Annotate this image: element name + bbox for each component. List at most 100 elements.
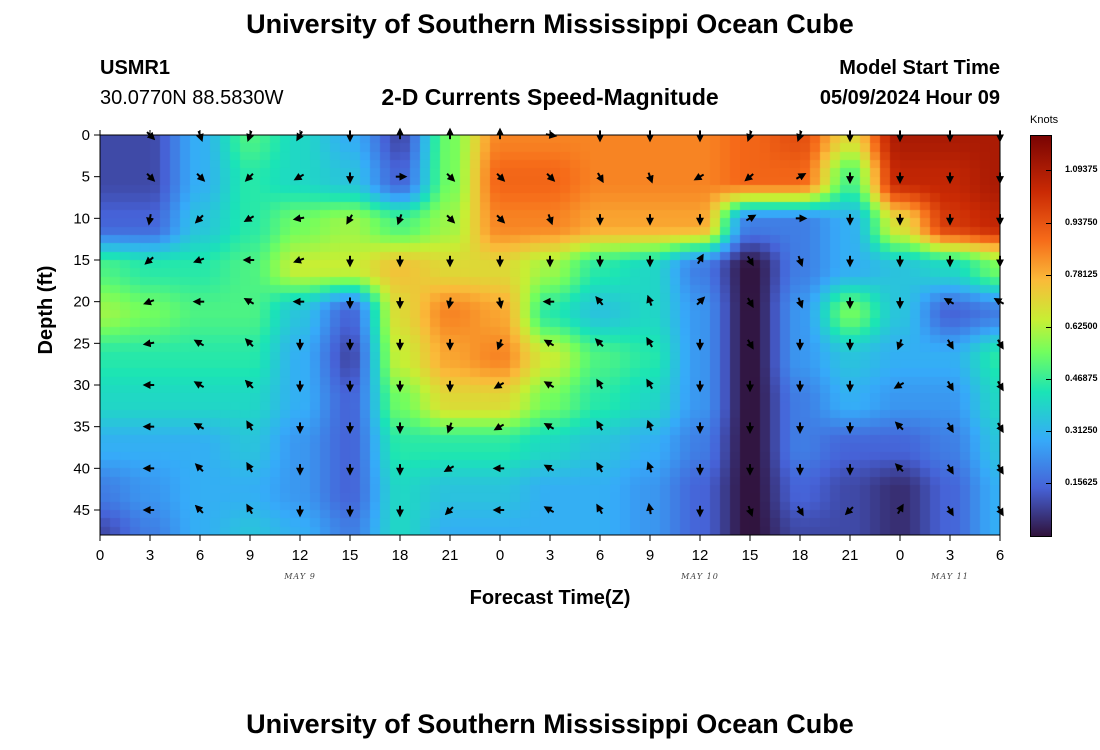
current-arrow (796, 505, 804, 517)
current-arrow (596, 172, 604, 184)
current-arrow (894, 463, 904, 473)
current-arrow (496, 214, 506, 224)
current-arrow (543, 381, 555, 389)
current-arrow (146, 214, 155, 226)
current-arrow (696, 296, 706, 306)
current-arrow (546, 172, 556, 182)
x-tick-label: 6 (996, 547, 1004, 564)
current-arrow (444, 506, 454, 516)
current-arrow (646, 378, 654, 390)
current-arrow (146, 172, 156, 182)
current-arrow (142, 339, 155, 348)
current-arrow (194, 463, 204, 473)
x-tick-label: 3 (946, 547, 954, 564)
x-tick-label: 12 (292, 547, 309, 564)
colorbar-gradient (1030, 135, 1052, 537)
current-arrow (745, 214, 757, 223)
current-arrow (196, 172, 206, 182)
colorbar-tick-label: 0.15625 (1065, 476, 1098, 487)
y-tick-label: 45 (73, 502, 90, 519)
current-arrow (844, 506, 854, 516)
y-axis-label: Depth (ft) (35, 266, 57, 355)
current-arrow (443, 464, 455, 473)
current-arrow (595, 295, 604, 306)
current-arrow (244, 172, 254, 182)
x-axis-ticks: 0 3 6 9 12 15 18 21 0 3 6 9 12 15 18 21 0 3 6 (96, 130, 1004, 564)
current-arrow (446, 422, 454, 434)
y-tick-label: 0 (82, 127, 90, 144)
x-tick-label: 15 (342, 547, 359, 564)
x-tick-label: 9 (646, 547, 654, 564)
current-arrow (646, 294, 654, 306)
model-start-time: 05/09/2024 Hour 09 (819, 87, 1000, 109)
current-arrow (596, 420, 604, 431)
current-arrow (596, 378, 604, 390)
colorbar-tick-mark (1046, 378, 1051, 380)
current-arrow (243, 297, 255, 306)
current-arrow (144, 256, 154, 265)
x-tick-label: 0 (896, 547, 904, 564)
x-tick-label: 6 (196, 547, 204, 564)
current-arrow (543, 464, 555, 473)
current-arrow (746, 297, 754, 309)
x-tick-label: 18 (392, 547, 409, 564)
current-arrow (446, 214, 456, 224)
current-arrow (893, 381, 905, 389)
current-arrow (646, 172, 654, 184)
current-arrow (346, 214, 354, 225)
x-tick-label: 21 (442, 547, 459, 564)
station-coordinates: 30.0770N 88.5830W (100, 87, 284, 109)
current-arrow (646, 336, 654, 348)
current-arrow (946, 505, 954, 517)
current-arrow (246, 503, 254, 515)
current-arrow (546, 214, 554, 226)
current-arrow (194, 504, 204, 514)
current-arrow (896, 503, 904, 515)
current-arrow (646, 461, 654, 473)
current-arrow (543, 339, 555, 348)
colorbar-tick-mark (1046, 274, 1051, 276)
y-tick-label: 40 (73, 460, 90, 477)
y-tick-label: 20 (73, 294, 90, 311)
current-arrow (646, 419, 654, 431)
model-start-label: Model Start Time (839, 57, 1000, 79)
current-arrow (244, 338, 254, 348)
x-tick-label: 12 (692, 547, 709, 564)
x-tick-label: 18 (792, 547, 809, 564)
colorbar-tick-label: 0.46875 (1065, 372, 1098, 383)
current-arrow (946, 464, 954, 475)
colorbar-tick-label: 0.93750 (1065, 216, 1098, 227)
current-arrow (946, 380, 954, 392)
y-tick-label: 10 (73, 210, 90, 227)
current-arrow (646, 502, 655, 515)
current-arrow (293, 256, 305, 264)
x-axis-label: Forecast Time(Z) (470, 587, 631, 609)
current-arrow (795, 172, 807, 181)
current-arrow (194, 214, 204, 224)
current-arrow (396, 214, 404, 226)
current-arrow (746, 339, 754, 350)
current-arrow (596, 461, 604, 473)
x-tick-label: 0 (496, 547, 504, 564)
current-arrow (796, 297, 804, 309)
footer-title: University of Southern Mississippi Ocean… (246, 709, 854, 739)
current-speed-heatmap: 0 3 6 9 12 15 18 21 0 3 6 9 12 15 18 21 0 3 6 0 5 10 15 20 25 30… (35, 127, 1004, 609)
current-arrow (896, 339, 904, 351)
y-tick-label: 5 (82, 169, 90, 186)
current-arrow (543, 506, 555, 514)
colorbar-tick-mark (1046, 170, 1051, 172)
current-arrow (496, 172, 506, 182)
current-arrow (446, 172, 456, 182)
current-arrow (693, 172, 705, 181)
current-arrow (293, 172, 305, 181)
colorbar-tick-label: 0.31250 (1065, 424, 1098, 435)
y-tick-label: 15 (73, 252, 90, 269)
current-arrow (943, 297, 955, 306)
current-arrow (495, 297, 504, 309)
colorbar-unit: Knots (1030, 114, 1059, 126)
station-id: USMR1 (100, 57, 171, 79)
current-arrow (744, 173, 754, 182)
current-arrow (746, 255, 754, 267)
colorbar-tick-mark (1046, 222, 1051, 224)
current-arrow (193, 381, 205, 389)
